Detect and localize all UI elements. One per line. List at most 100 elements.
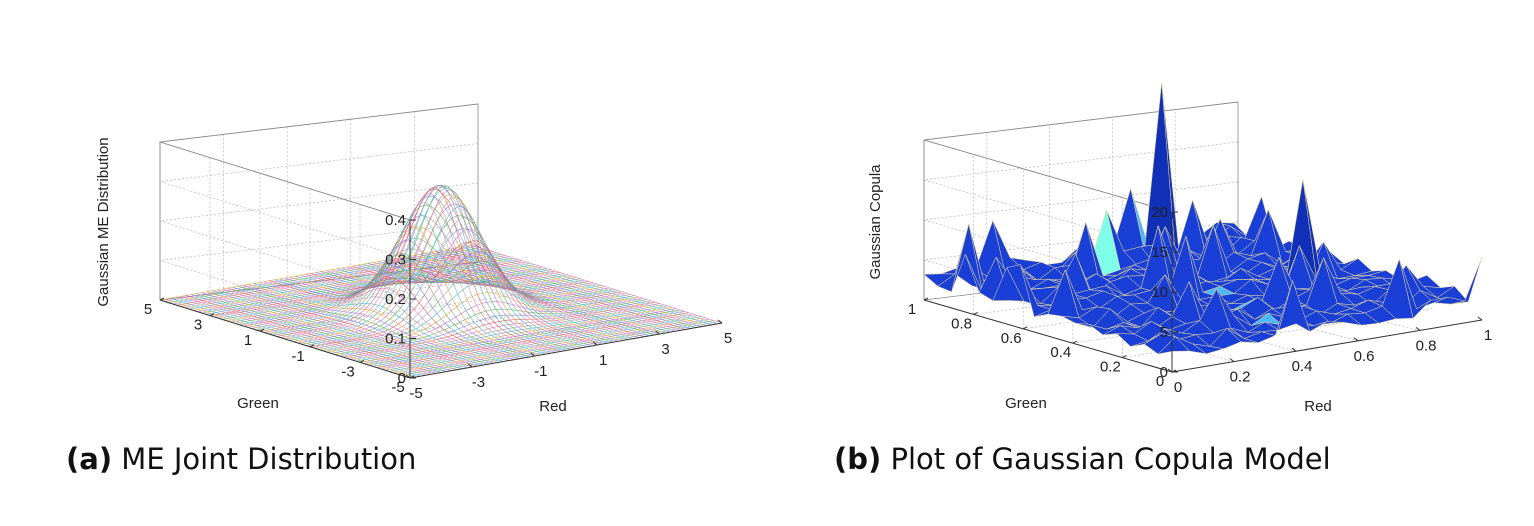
a-xtick-label-5: 5 xyxy=(724,330,732,347)
a-zgrid-1 xyxy=(159,222,479,339)
a-red-axis xyxy=(409,322,723,379)
a-ztick-label-4: 0.4 xyxy=(385,212,406,229)
a-mesh-line-red-17 xyxy=(248,284,499,363)
a-mesh-line-red-2 xyxy=(170,297,421,377)
b-ztick-label-1: 5 xyxy=(1160,324,1168,341)
b-facet-0-0 xyxy=(1157,336,1190,355)
b-xtick-1 xyxy=(1229,358,1235,363)
b-ytick-label-3: 0.6 xyxy=(1001,330,1022,347)
a-mesh-line-red-3 xyxy=(175,296,426,376)
a-zgrid-3 xyxy=(159,143,479,260)
b-xtick-4 xyxy=(1415,326,1421,331)
a-green-axis xyxy=(159,299,411,379)
a-ytick-label-3: 1 xyxy=(244,332,252,349)
caption-a-text: ME Joint Distribution xyxy=(121,442,417,476)
a-ytick-3 xyxy=(259,328,265,332)
a-mesh-line-red-18 xyxy=(253,283,504,362)
a-mesh-line-red-11 xyxy=(217,289,468,369)
b-zgrid-2 xyxy=(923,181,1239,293)
a-mesh-line-red-33 xyxy=(331,196,582,348)
b-xtick-label-2: 0.4 xyxy=(1292,358,1313,375)
a-mesh-line-red-6 xyxy=(191,294,442,373)
a-mesh-line-red-43 xyxy=(383,260,634,339)
a-mesh-line-red-28 xyxy=(305,193,556,353)
b-ytick-5 xyxy=(923,297,929,301)
a-mesh-line-red-58 xyxy=(461,246,712,326)
b-ytick-1 xyxy=(1122,355,1127,359)
b-ztick-label-0: 0 xyxy=(1160,364,1168,381)
a-surface-mesh xyxy=(159,184,723,379)
b-xtick-label-4: 0.8 xyxy=(1416,337,1437,354)
a-mesh-line-red-44 xyxy=(388,259,639,338)
a-mesh-line-red-16 xyxy=(243,285,494,364)
a-ytick-label-2: -1 xyxy=(291,348,304,365)
a-zgrid-4 xyxy=(159,103,479,221)
a-mesh-line-red-30 xyxy=(315,184,567,351)
a-mesh-line-red-1 xyxy=(165,298,416,378)
a-ygrid-floor-2 xyxy=(309,298,625,348)
b-ytick-label-1: 0.2 xyxy=(1100,359,1121,376)
a-mesh-line-red-36 xyxy=(347,228,598,346)
b-xtick-3 xyxy=(1353,337,1359,342)
b-ytick-label-4: 0.8 xyxy=(951,315,972,332)
a-xtick-2 xyxy=(530,352,536,357)
a-zgrid-2 xyxy=(159,182,479,300)
a-mesh-line-red-35 xyxy=(341,217,593,347)
a-mesh-line-red-48 xyxy=(409,255,660,335)
plot-b-gaussian-copula: 00.20.40.60.8100.20.40.60.8105101520RedG… xyxy=(867,82,1492,415)
a-xtick-4 xyxy=(655,330,660,335)
a-mesh-line-red-56 xyxy=(451,248,702,327)
a-xtick-3 xyxy=(592,341,598,346)
b-xtick-0 xyxy=(1167,368,1173,373)
b-xtick-label-5: 1 xyxy=(1484,327,1492,344)
a-mesh-line-red-14 xyxy=(232,286,483,366)
caption-a: (a) ME Joint Distribution xyxy=(66,442,416,476)
b-xtick-2 xyxy=(1291,347,1297,352)
b-surface xyxy=(923,82,1483,355)
b-red-axis xyxy=(1171,319,1483,373)
a-mesh-line-red-20 xyxy=(263,281,515,360)
b-ytick-3 xyxy=(1022,326,1028,330)
a-mesh-line-red-21 xyxy=(269,277,520,359)
a-mesh-line-red-9 xyxy=(206,291,457,370)
b-ytick-label-0: 0 xyxy=(1156,373,1164,390)
a-mesh-line-red-57 xyxy=(456,247,707,326)
a-mesh-line-red-23 xyxy=(279,253,530,358)
a-ytick-label-4: 3 xyxy=(194,317,202,334)
a-mesh-line-red-15 xyxy=(237,285,489,365)
a-mesh-line-red-55 xyxy=(445,249,697,328)
caption-b: (b) Plot of Gaussian Copula Model xyxy=(834,442,1331,476)
b-xlabel: Red xyxy=(1304,398,1332,415)
b-ylabel: Green xyxy=(1005,395,1047,412)
b-xtick-label-1: 0.2 xyxy=(1230,369,1251,386)
a-mesh-line-red-53 xyxy=(435,251,686,330)
a-ztick-label-2: 0.2 xyxy=(385,291,406,308)
b-ytick-2 xyxy=(1072,340,1078,344)
plot-a-me-joint-distribution: -5 -3 -1 1 3 5 -5 -3 -1 1 3 5 0 0.1 0.2 0.3 0.4 Red Green G… xyxy=(95,103,732,415)
a-ylabel: Green xyxy=(237,395,279,412)
a-ytick-label-5: 5 xyxy=(144,301,152,318)
caption-b-label: (b) xyxy=(834,442,882,476)
b-ytick-label-2: 0.4 xyxy=(1050,344,1071,361)
a-mesh-line-red-29 xyxy=(310,187,561,352)
b-top-edge xyxy=(923,101,1239,213)
a-ytick-label-0: -5 xyxy=(391,379,404,396)
a-mesh-line-red-51 xyxy=(425,252,676,332)
a-mesh-line-red-25 xyxy=(289,226,541,356)
a-ytick-label-1: -3 xyxy=(341,363,354,380)
a-mesh-line-red-7 xyxy=(196,293,447,372)
a-mesh-line-red-42 xyxy=(378,261,629,340)
b-ztick-label-2: 10 xyxy=(1151,284,1168,301)
a-mesh-line-red-46 xyxy=(399,257,650,337)
caption-b-text: Plot of Gaussian Copula Model xyxy=(890,442,1331,476)
b-ztick-label-4: 20 xyxy=(1151,204,1168,221)
a-mesh-line-red-26 xyxy=(295,213,546,355)
a-mesh-line-red-13 xyxy=(227,287,478,367)
a-ytick-1 xyxy=(359,359,365,363)
a-xtick-5 xyxy=(717,319,723,324)
b-ztick-label-3: 15 xyxy=(1151,244,1168,261)
b-zlabel: Gaussian Copula xyxy=(867,164,884,280)
a-ztick-label-3: 0.3 xyxy=(385,252,406,269)
a-ztick-label-0: 0 xyxy=(398,370,406,387)
